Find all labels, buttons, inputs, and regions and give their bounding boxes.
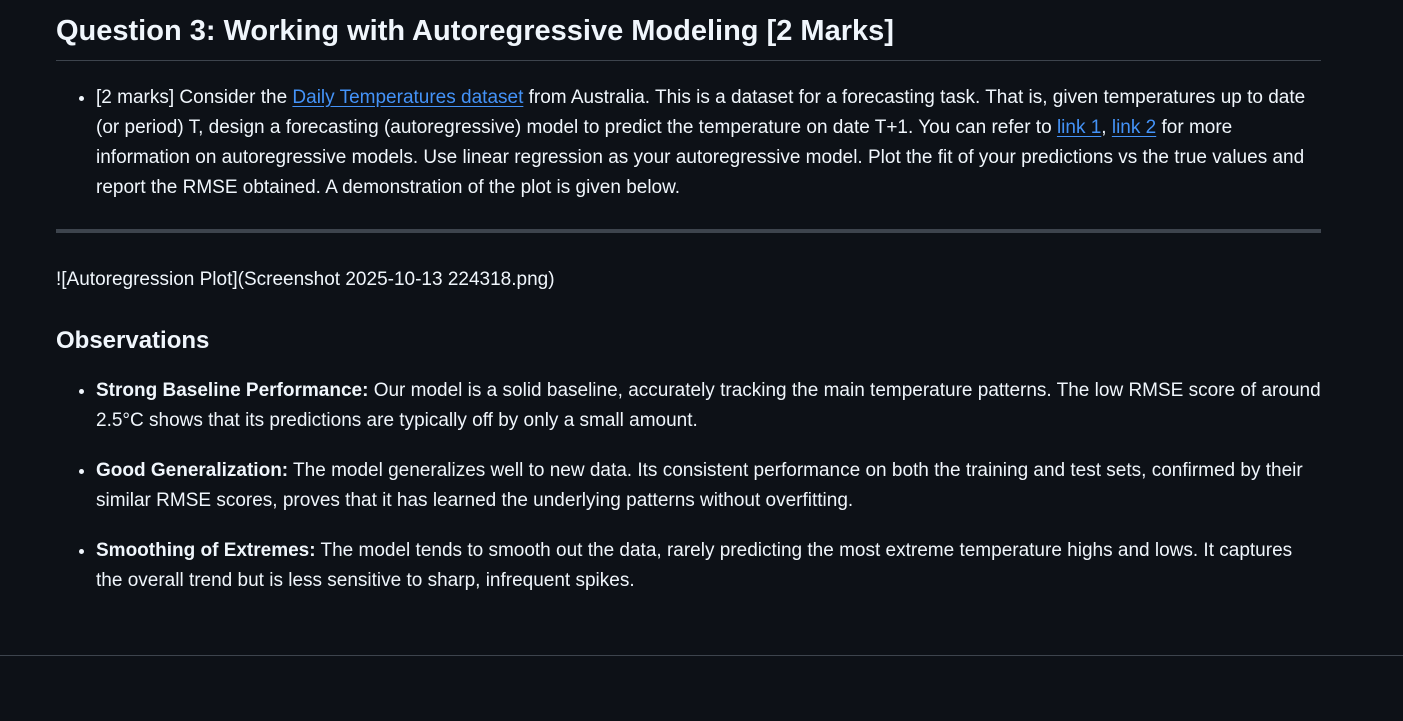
markdown-content: Question 3: Working with Autoregressive … <box>56 0 1321 591</box>
horizontal-rule <box>56 229 1321 233</box>
footer-divider <box>0 655 1403 656</box>
link-1[interactable]: link 1 <box>1056 117 1102 138</box>
link-separator: , <box>1101 117 1112 138</box>
question-text-2: from Australia. This is a dataset for a … <box>96 87 1306 138</box>
image-markdown-text: ![Autoregression Plot](Screenshot 2025-1… <box>56 269 555 290</box>
question-heading: Question 3: Working with Autoregressive … <box>56 0 1321 61</box>
observation-label: Good Generalization: <box>96 460 289 481</box>
question-text-1: [2 marks] Consider the <box>96 87 293 108</box>
daily-temperatures-dataset-link[interactable]: Daily Temperatures dataset <box>292 87 524 108</box>
observations-heading: Observations <box>56 327 210 354</box>
observations-list: Strong Baseline Performance: Our model i… <box>56 376 1321 616</box>
observation-label: Smoothing of Extremes: <box>96 540 316 561</box>
question-item: [2 marks] Consider the Daily Temperature… <box>96 83 1321 203</box>
observation-item: Good Generalization: The model generaliz… <box>96 456 1321 516</box>
observation-text: The model generalizes well to new data. … <box>96 460 1303 511</box>
link-2[interactable]: link 2 <box>1111 117 1157 138</box>
observation-text: Our model is a solid baseline, accuratel… <box>96 380 1321 431</box>
observation-item: Smoothing of Extremes: The model tends t… <box>96 536 1321 596</box>
question-list: [2 marks] Consider the Daily Temperature… <box>56 83 1321 203</box>
observation-label: Strong Baseline Performance: <box>96 380 369 401</box>
observation-item: Strong Baseline Performance: Our model i… <box>96 376 1321 436</box>
observation-text: The model tends to smooth out the data, … <box>96 540 1293 591</box>
question-text-3: for more information on autoregressive m… <box>96 117 1305 198</box>
